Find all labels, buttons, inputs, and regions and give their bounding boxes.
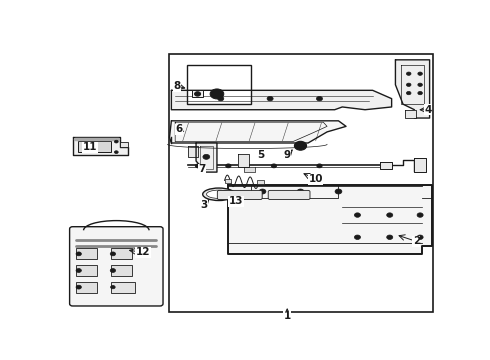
Circle shape — [213, 91, 220, 97]
Text: 4: 4 — [424, 105, 431, 115]
Polygon shape — [73, 138, 128, 156]
Polygon shape — [219, 192, 261, 198]
Bar — [170, 54, 434, 312]
Circle shape — [76, 269, 81, 273]
Circle shape — [294, 141, 307, 150]
Polygon shape — [228, 185, 432, 254]
Circle shape — [297, 144, 303, 148]
Circle shape — [271, 164, 276, 168]
FancyBboxPatch shape — [70, 227, 163, 306]
Bar — [76, 265, 98, 276]
Circle shape — [76, 285, 81, 289]
Polygon shape — [189, 146, 198, 157]
Polygon shape — [170, 121, 346, 143]
Circle shape — [203, 154, 210, 159]
Circle shape — [417, 213, 423, 217]
Text: 2: 2 — [413, 237, 420, 246]
FancyBboxPatch shape — [268, 190, 310, 199]
Polygon shape — [196, 143, 217, 172]
Bar — [187, 66, 251, 104]
Bar — [111, 248, 131, 260]
Text: 3: 3 — [200, 201, 207, 210]
Text: 1: 1 — [284, 311, 291, 321]
Circle shape — [76, 252, 81, 256]
Text: 5: 5 — [257, 150, 264, 161]
Circle shape — [110, 252, 116, 256]
Circle shape — [317, 164, 322, 168]
Text: 6: 6 — [175, 124, 183, 134]
Text: 13: 13 — [229, 196, 243, 206]
Polygon shape — [415, 158, 426, 172]
Text: 7: 7 — [198, 164, 205, 174]
Bar — [76, 248, 98, 260]
Circle shape — [406, 83, 411, 86]
Circle shape — [210, 89, 224, 99]
Ellipse shape — [206, 190, 231, 198]
Circle shape — [406, 72, 411, 75]
Text: 11: 11 — [82, 142, 97, 152]
Circle shape — [387, 235, 393, 239]
Circle shape — [297, 189, 304, 194]
Text: 10: 10 — [308, 174, 323, 184]
Polygon shape — [405, 110, 416, 118]
Circle shape — [335, 189, 342, 194]
Circle shape — [406, 91, 411, 95]
Circle shape — [267, 96, 273, 101]
Polygon shape — [238, 154, 249, 167]
Bar — [111, 282, 135, 293]
Polygon shape — [380, 162, 392, 169]
Circle shape — [354, 235, 361, 239]
Circle shape — [114, 140, 118, 143]
Circle shape — [259, 189, 266, 194]
Bar — [192, 90, 203, 97]
Circle shape — [114, 151, 118, 153]
Circle shape — [418, 91, 422, 95]
Circle shape — [418, 83, 422, 86]
FancyBboxPatch shape — [218, 190, 262, 199]
Circle shape — [110, 269, 116, 273]
Circle shape — [387, 213, 393, 217]
Bar — [76, 282, 98, 293]
Polygon shape — [244, 167, 255, 172]
Bar — [257, 180, 264, 184]
Polygon shape — [395, 60, 430, 118]
Circle shape — [354, 213, 361, 217]
Bar — [224, 179, 231, 183]
Bar — [120, 141, 128, 147]
Circle shape — [317, 96, 322, 101]
Bar — [78, 141, 111, 152]
Circle shape — [195, 92, 200, 96]
Text: 12: 12 — [136, 247, 150, 257]
Bar — [111, 265, 131, 276]
Circle shape — [196, 164, 200, 168]
Circle shape — [111, 285, 115, 289]
Circle shape — [418, 72, 422, 75]
Circle shape — [226, 164, 231, 168]
Text: 9: 9 — [284, 150, 291, 161]
Text: 8: 8 — [173, 81, 181, 91]
Circle shape — [218, 96, 224, 101]
Ellipse shape — [203, 188, 235, 201]
Polygon shape — [172, 90, 392, 110]
Circle shape — [417, 235, 423, 239]
